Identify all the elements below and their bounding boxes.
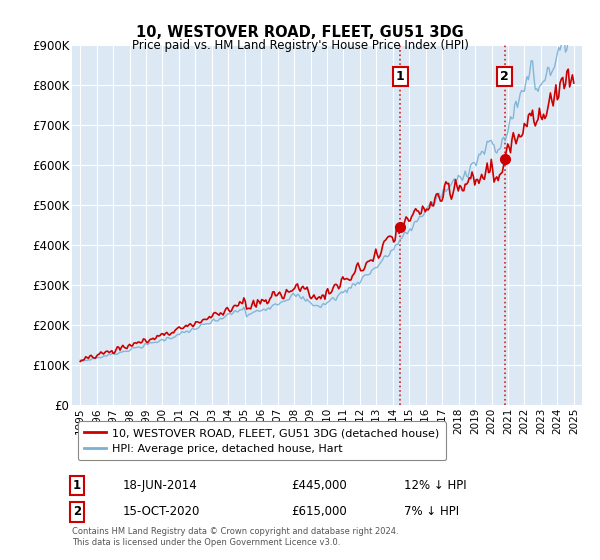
Text: 7% ↓ HPI: 7% ↓ HPI (404, 505, 458, 519)
Text: £445,000: £445,000 (291, 479, 347, 492)
Text: 2: 2 (73, 505, 81, 519)
Text: 1: 1 (73, 479, 81, 492)
Text: 12% ↓ HPI: 12% ↓ HPI (404, 479, 466, 492)
Text: £615,000: £615,000 (291, 505, 347, 519)
Text: Price paid vs. HM Land Registry's House Price Index (HPI): Price paid vs. HM Land Registry's House … (131, 39, 469, 52)
Text: 2: 2 (500, 71, 509, 83)
Text: 15-OCT-2020: 15-OCT-2020 (123, 505, 200, 519)
Text: 18-JUN-2014: 18-JUN-2014 (123, 479, 198, 492)
Text: 10, WESTOVER ROAD, FLEET, GU51 3DG: 10, WESTOVER ROAD, FLEET, GU51 3DG (136, 25, 464, 40)
Text: Contains HM Land Registry data © Crown copyright and database right 2024.
This d: Contains HM Land Registry data © Crown c… (72, 527, 398, 547)
Legend: 10, WESTOVER ROAD, FLEET, GU51 3DG (detached house), HPI: Average price, detache: 10, WESTOVER ROAD, FLEET, GU51 3DG (deta… (77, 421, 446, 460)
Text: 1: 1 (396, 71, 405, 83)
